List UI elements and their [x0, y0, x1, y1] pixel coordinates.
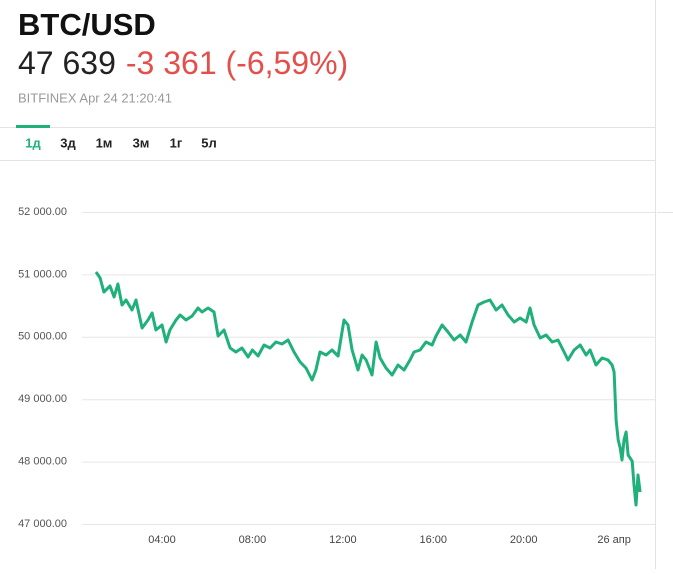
x-tick-label: 12:00 [329, 534, 357, 546]
plot: 47 000.00 48 000.00 49 000.00 50 000.00 51 0… [18, 206, 655, 546]
tab[interactable]: 1д [25, 135, 41, 150]
x-tick-label: 20:00 [510, 534, 538, 546]
title: BTC/USD [18, 7, 156, 42]
y-tick-label: 52 000.00 [18, 206, 67, 218]
x-tick-label: 08:00 [239, 534, 267, 546]
price-line: 47 639 -3 361 (-6,59%) [18, 45, 348, 81]
tabs: 1д 3д 1м 3м 1г 5л [16, 125, 217, 150]
tab-underline [16, 125, 50, 128]
source: BITFINEX Apr 24 21:20:41 [18, 90, 172, 105]
y-tick-label: 51 000.00 [18, 268, 67, 280]
tab[interactable]: 1м [96, 135, 113, 150]
change: -3 361 (-6,59%) [126, 45, 348, 81]
y-tick-label: 48 000.00 [18, 456, 67, 468]
x-tick-label: 04:00 [148, 534, 176, 546]
price-line [94, 271, 642, 507]
price: 47 639 [18, 45, 116, 81]
y-tick-label: 49 000.00 [18, 393, 67, 405]
tab[interactable]: 3д [60, 135, 76, 150]
tab[interactable]: 5л [201, 135, 217, 150]
x-tick-label: 26 апр [597, 534, 630, 546]
x-tick-label: 16:00 [419, 534, 447, 546]
y-tick-label: 47 000.00 [18, 518, 67, 530]
tab[interactable]: 3м [133, 135, 150, 150]
tab[interactable]: 1г [170, 135, 183, 150]
y-tick-label: 50 000.00 [18, 331, 67, 343]
